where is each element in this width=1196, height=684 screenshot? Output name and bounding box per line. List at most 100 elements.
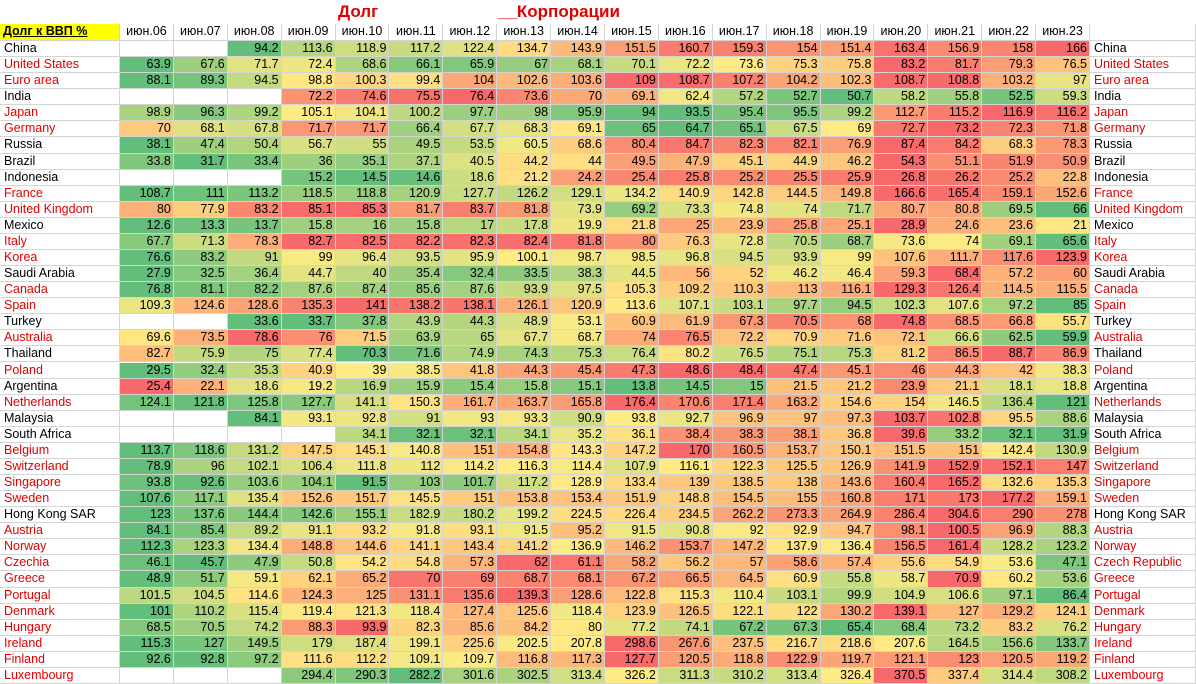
value-cell: 115.3 <box>120 635 174 652</box>
value-cell: 117.1 <box>173 491 228 508</box>
row-label-right: Korea <box>1090 249 1196 267</box>
value-cell: 72.1 <box>874 330 929 347</box>
value-cell: 103 <box>389 475 444 492</box>
value-cell: 95.5 <box>766 105 821 122</box>
value-cell: 73.5 <box>173 330 228 347</box>
row-label-right: Denmark <box>1090 603 1196 620</box>
value-cell: 111 <box>173 185 228 202</box>
value-cell: 45.1 <box>712 153 767 170</box>
value-cell: 38.1 <box>120 137 174 154</box>
value-cell: 146.2 <box>605 539 659 556</box>
value-cell: 42 <box>982 362 1037 379</box>
value-cell: 151 <box>928 442 983 459</box>
value-cell: 218.6 <box>820 635 875 652</box>
row-label-right: Indonesia <box>1090 169 1196 186</box>
value-cell: 115.3 <box>658 587 713 604</box>
value-cell: 68.4 <box>928 266 983 283</box>
value-cell: 180.2 <box>443 507 498 524</box>
value-cell: 72.3 <box>982 121 1037 138</box>
value-cell: 54.9 <box>928 555 983 572</box>
value-cell: 66 <box>1036 201 1090 218</box>
row-label-right: Czech Republic <box>1090 555 1196 572</box>
row-label-right: Switzerland <box>1090 458 1196 475</box>
row-label-right: Singapore <box>1090 475 1196 492</box>
value-cell: 313.4 <box>766 667 821 684</box>
value-cell: 95.5 <box>982 410 1037 427</box>
value-cell: 66.8 <box>982 314 1037 331</box>
row-label-right: Russia <box>1090 137 1196 154</box>
title: Долг <box>338 2 379 21</box>
value-cell: 163.4 <box>874 41 929 58</box>
value-cell: 26.2 <box>928 169 983 186</box>
row-label: South Africa <box>0 426 120 443</box>
value-cell: 38.1 <box>766 426 821 443</box>
value-cell: 82.4 <box>497 233 552 250</box>
value-cell: 104.5 <box>173 587 228 604</box>
value-cell: 108.7 <box>120 185 174 202</box>
value-cell: 77.2 <box>605 619 659 636</box>
value-cell: 134.7 <box>497 41 552 58</box>
value-cell: 13.3 <box>173 217 228 234</box>
value-cell: 304.6 <box>928 507 983 524</box>
value-cell: 159.1 <box>1036 491 1090 508</box>
value-cell: 120.9 <box>551 298 605 315</box>
value-cell: 97.7 <box>766 298 821 315</box>
value-cell: 100.2 <box>389 105 444 122</box>
value-cell: 123.9 <box>1036 249 1090 267</box>
value-cell: 54.3 <box>874 153 929 170</box>
value-cell: 21.8 <box>605 217 659 234</box>
value-cell: 90.9 <box>551 410 605 427</box>
value-cell: 136.9 <box>551 539 605 556</box>
value-cell: 82.3 <box>443 233 498 250</box>
value-cell: 44.3 <box>497 362 552 379</box>
value-cell: 273.3 <box>766 507 821 524</box>
value-cell: 83.7 <box>443 201 498 218</box>
value-cell: 111.7 <box>928 249 983 267</box>
header-cell <box>1090 24 1196 41</box>
value-cell: 53.6 <box>982 555 1037 572</box>
value-cell: 151.5 <box>874 442 929 459</box>
row-label-right: Greece <box>1090 571 1196 588</box>
value-cell: 127.4 <box>443 603 498 620</box>
value-cell: 112.7 <box>874 105 929 122</box>
value-cell: 98.1 <box>874 523 929 540</box>
value-cell: 25.2 <box>982 169 1037 186</box>
value-cell: 59.1 <box>227 571 282 588</box>
value-cell: 155 <box>766 491 821 508</box>
value-cell: 55.8 <box>928 89 983 106</box>
value-cell: 98.9 <box>120 105 174 122</box>
value-cell: 118.8 <box>335 185 390 202</box>
value-cell: 144.5 <box>766 185 821 202</box>
value-cell: 135.3 <box>1036 475 1090 492</box>
value-cell: 65.9 <box>443 57 498 74</box>
value-cell: 48.9 <box>497 314 552 331</box>
row-label: Russia <box>0 137 120 154</box>
row-label: Malaysia <box>0 410 120 427</box>
value-cell: 136.4 <box>820 539 875 556</box>
row-label-right: China <box>1090 41 1196 58</box>
value-cell: 101 <box>120 603 174 620</box>
value-cell: 113.6 <box>281 41 336 58</box>
value-cell: 92.9 <box>766 523 821 540</box>
value-cell: 141.2 <box>497 539 552 556</box>
value-cell: 35.1 <box>335 153 390 170</box>
value-cell: 58.2 <box>874 89 929 106</box>
value-cell: 32.1 <box>982 426 1037 443</box>
value-cell: 98.7 <box>551 249 605 267</box>
value-cell <box>281 426 336 443</box>
value-cell: 301.6 <box>443 667 498 684</box>
value-cell: 86.4 <box>1036 587 1090 604</box>
value-cell: 156.9 <box>928 41 983 58</box>
subtitle: __Корпорации <box>498 2 620 21</box>
value-cell: 119.7 <box>820 651 875 668</box>
row-label: United States <box>0 57 120 74</box>
value-cell: 73.2 <box>928 121 983 138</box>
value-cell: 51.1 <box>928 153 983 170</box>
value-cell: 313.4 <box>551 667 605 684</box>
value-cell: 48.6 <box>658 362 713 379</box>
value-cell: 81.1 <box>173 282 228 299</box>
value-cell: 142.6 <box>281 507 336 524</box>
value-cell: 127 <box>173 635 228 652</box>
value-cell: 21 <box>1036 217 1090 234</box>
value-cell: 151.5 <box>605 41 659 58</box>
